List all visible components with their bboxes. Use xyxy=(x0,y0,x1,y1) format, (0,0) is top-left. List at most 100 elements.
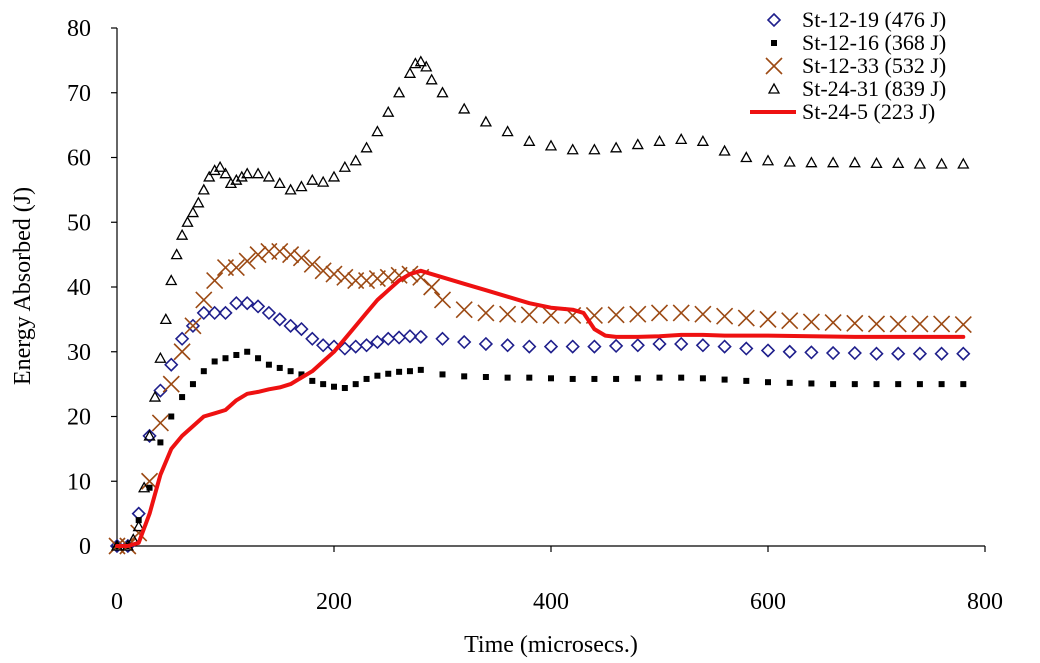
data-point xyxy=(523,134,536,146)
data-point xyxy=(435,331,450,346)
data-point xyxy=(348,339,363,354)
data-point xyxy=(696,134,710,146)
data-point xyxy=(306,173,319,185)
data-point xyxy=(653,134,666,146)
legend-item: St-12-33 (532 J) xyxy=(765,53,946,78)
data-point xyxy=(240,296,255,311)
data-point xyxy=(213,160,227,172)
data-point xyxy=(196,305,211,321)
data-point xyxy=(195,291,213,309)
data-point xyxy=(608,338,624,354)
data-point xyxy=(222,355,229,362)
data-point xyxy=(413,329,428,344)
data-point xyxy=(479,115,493,127)
data-point xyxy=(317,175,330,187)
data-point xyxy=(869,346,884,361)
data-point xyxy=(420,60,433,72)
data-point xyxy=(760,343,776,358)
data-point xyxy=(382,105,395,117)
data-point xyxy=(870,156,883,168)
data-point xyxy=(500,338,515,353)
legend-item: St-12-19 (476 J) xyxy=(766,7,946,32)
data-point xyxy=(320,381,327,388)
data-point xyxy=(132,520,145,532)
data-point xyxy=(363,375,370,382)
legend-label: St-12-16 (368 J) xyxy=(802,30,946,55)
data-point xyxy=(241,167,254,179)
data-point xyxy=(385,370,392,377)
legend-label: St-24-31 (839 J) xyxy=(802,76,946,101)
data-point xyxy=(436,86,449,98)
data-point xyxy=(717,339,732,354)
data-point xyxy=(189,381,196,388)
data-point xyxy=(185,318,201,333)
data-point xyxy=(889,315,907,333)
data-point xyxy=(174,331,190,346)
legend: St-12-19 (476 J)St-12-16 (368 J)St-12-33… xyxy=(750,7,946,124)
data-point xyxy=(718,144,731,156)
data-point xyxy=(153,383,168,398)
data-point xyxy=(316,338,331,353)
data-point xyxy=(544,139,558,151)
data-point xyxy=(565,339,580,354)
data-point xyxy=(954,315,972,334)
data-point xyxy=(916,381,923,388)
x-tick-label: 200 xyxy=(316,589,352,615)
data-point xyxy=(482,374,489,381)
data-point xyxy=(282,246,300,264)
series-5 xyxy=(115,268,966,548)
data-point xyxy=(249,246,267,264)
data-point xyxy=(591,375,598,382)
data-point xyxy=(634,375,641,382)
data-point xyxy=(847,345,862,361)
data-point xyxy=(168,413,175,420)
data-point xyxy=(224,177,238,189)
series-1 xyxy=(109,296,971,554)
data-point xyxy=(960,381,967,388)
data-point xyxy=(292,249,311,267)
data-point xyxy=(804,345,819,360)
data-point xyxy=(824,314,842,332)
data-point xyxy=(336,268,354,286)
data-point xyxy=(341,385,348,392)
data-point xyxy=(805,156,818,168)
data-point xyxy=(613,375,620,382)
data-point xyxy=(349,154,362,166)
data-point xyxy=(830,381,837,388)
data-point xyxy=(721,376,728,383)
x-tick-label: 0 xyxy=(111,589,123,615)
data-point xyxy=(761,154,775,166)
series-layer xyxy=(108,55,972,555)
data-point xyxy=(406,368,413,375)
y-tick-label: 50 xyxy=(67,210,91,236)
data-point xyxy=(457,334,472,350)
data-point xyxy=(414,55,427,67)
data-point xyxy=(802,313,820,331)
data-point xyxy=(699,375,706,382)
data-point xyxy=(433,291,452,309)
data-point xyxy=(609,141,623,153)
data-point xyxy=(151,414,169,432)
series-4 xyxy=(110,55,970,551)
data-point xyxy=(283,318,298,333)
data-point xyxy=(207,305,222,321)
data-point xyxy=(851,381,858,388)
data-point xyxy=(873,381,880,388)
data-point xyxy=(783,155,796,167)
data-point xyxy=(767,82,781,94)
data-point xyxy=(238,252,256,270)
data-point xyxy=(629,305,647,323)
data-point xyxy=(678,374,685,381)
data-point xyxy=(173,343,191,361)
data-point xyxy=(357,271,376,290)
data-point xyxy=(392,86,406,98)
data-point xyxy=(294,321,309,337)
x-tick-label: 800 xyxy=(967,589,1003,615)
data-point xyxy=(458,102,471,114)
data-point xyxy=(526,374,533,381)
data-point xyxy=(148,390,162,402)
data-point xyxy=(162,375,180,393)
data-point xyxy=(305,331,320,346)
data-point xyxy=(867,315,886,333)
y-axis-title: Energy Absorbed (J) xyxy=(10,187,36,385)
